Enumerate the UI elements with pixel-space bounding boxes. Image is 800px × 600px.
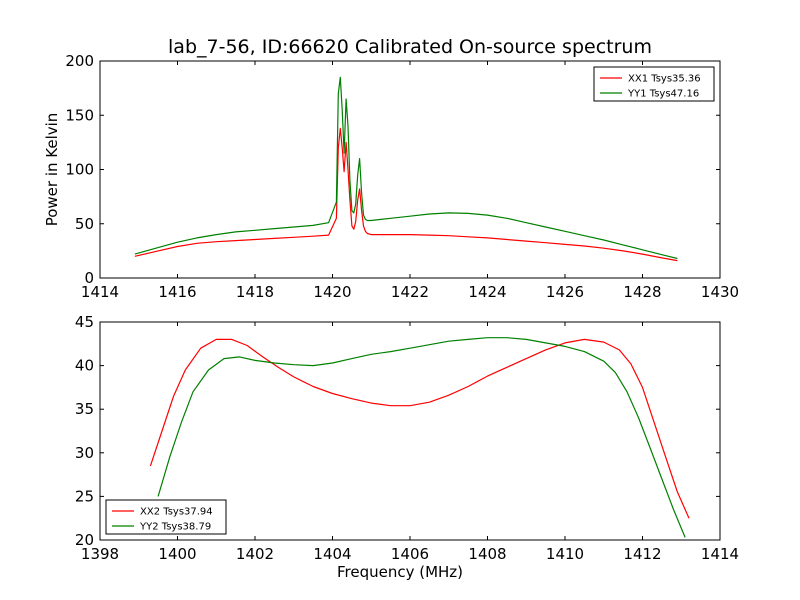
y-tick-label: 200 — [65, 52, 94, 70]
y-tick-label: 40 — [75, 357, 94, 375]
x-tick-label: 1412 — [623, 545, 661, 563]
y-tick-label: 30 — [75, 444, 94, 462]
y-tick-label: 150 — [65, 106, 94, 124]
x-tick-label: 1416 — [158, 283, 196, 301]
legend-label-1: XX1 Tsys35.36 — [628, 74, 701, 85]
chart-title: lab_7-56, ID:66620 Calibrated On-source … — [168, 36, 652, 58]
x-tick-label: 1424 — [468, 283, 506, 301]
x-tick-label: 1404 — [313, 545, 351, 563]
series-line-1 — [149, 338, 690, 519]
x-axis-label: Frequency (MHz) — [337, 563, 463, 581]
x-tick-label: 1406 — [391, 545, 429, 563]
legend: XX2 Tsys37.94 YY2 Tsys38.79 — [105, 499, 227, 535]
x-tick-label: 1414 — [81, 283, 119, 301]
y-tick-label: 100 — [65, 161, 94, 179]
y-tick-label: 35 — [75, 400, 94, 418]
x-tick-label: 1420 — [313, 283, 351, 301]
legend-box — [593, 66, 715, 102]
legend-box — [105, 499, 227, 535]
y-tick-label: 20 — [75, 531, 94, 549]
x-tick-label: 1422 — [391, 283, 429, 301]
series-line-2 — [134, 76, 678, 260]
x-tick-label: 1398 — [81, 545, 119, 563]
x-tick-label: 1414 — [701, 545, 739, 563]
x-tick-label: 1408 — [468, 545, 506, 563]
x-tick-label: 1428 — [623, 283, 661, 301]
x-tick-label: 1402 — [236, 545, 274, 563]
series-line-2 — [157, 337, 686, 538]
bottom-plot: 1398 1400 1402 1404 1406 1408 1410 1412 1414 20 25… — [75, 313, 739, 581]
x-tick-label: 1430 — [701, 283, 739, 301]
y-tick-label: 45 — [75, 313, 94, 331]
legend-label-2: YY1 Tsys47.16 — [627, 89, 699, 100]
x-tick-label: 1400 — [158, 545, 196, 563]
legend: XX1 Tsys35.36 YY1 Tsys47.16 — [593, 66, 715, 102]
series-line-1 — [134, 127, 678, 262]
x-tick-label: 1418 — [236, 283, 274, 301]
y-tick-label: 50 — [75, 215, 94, 233]
legend-label-2: YY2 Tsys38.79 — [139, 522, 211, 533]
legend-label-1: XX2 Tsys37.94 — [140, 507, 213, 518]
y-axis-label: Power in Kelvin — [43, 113, 61, 227]
top-plot: 1414 1416 1418 1420 1422 1424 1426 1428 1430 0 50 1… — [43, 52, 739, 301]
x-tick-label: 1426 — [546, 283, 584, 301]
y-tick-label: 0 — [84, 269, 94, 287]
x-tick-label: 1410 — [546, 545, 584, 563]
y-tick-label: 25 — [75, 487, 94, 505]
